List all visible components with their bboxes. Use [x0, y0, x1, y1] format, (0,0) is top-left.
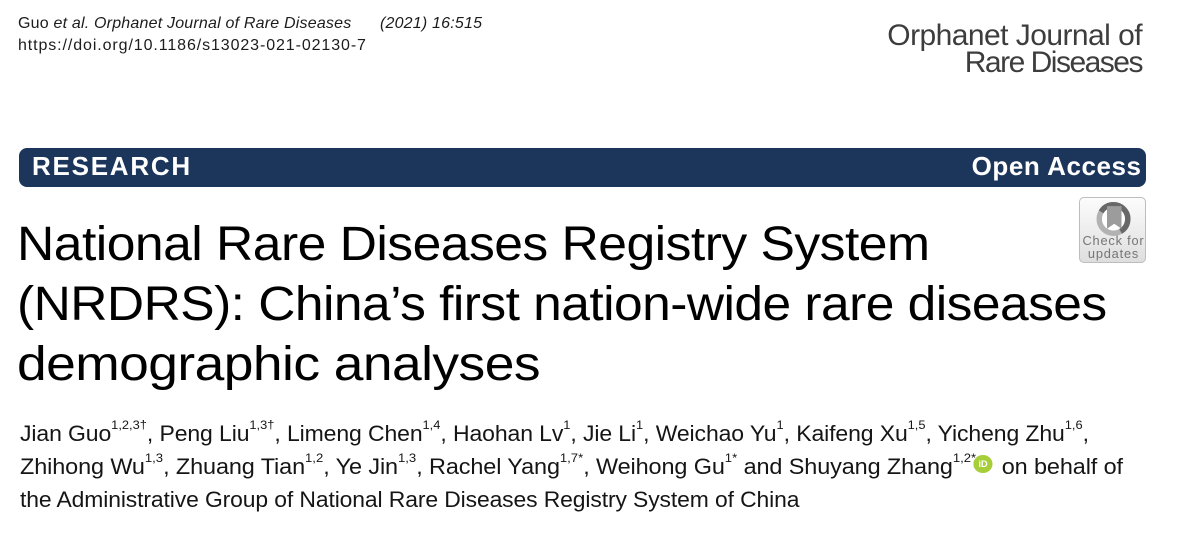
svg-text:iD: iD: [978, 459, 988, 469]
